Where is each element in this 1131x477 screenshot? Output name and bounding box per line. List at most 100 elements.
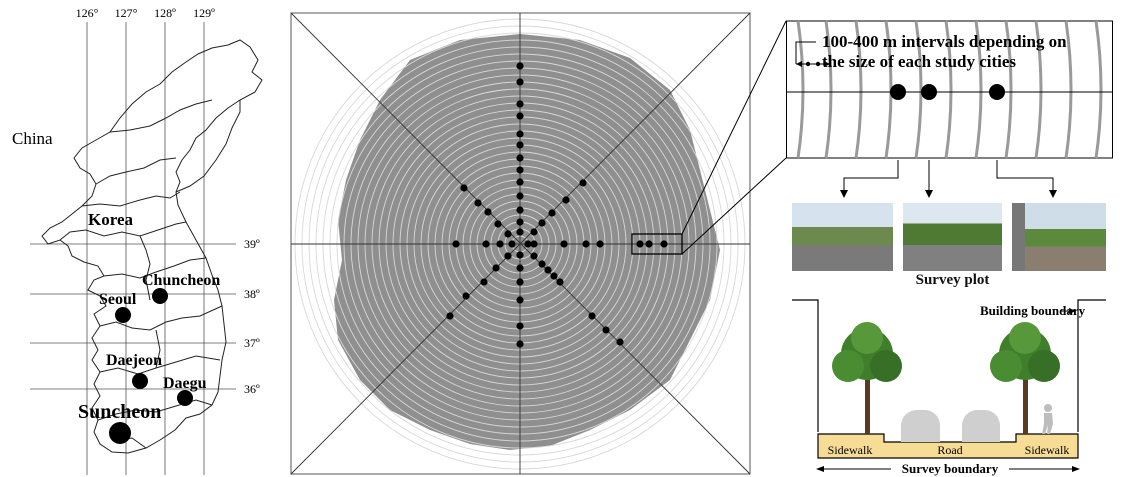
lat-label-37: 37º <box>244 336 260 350</box>
survey-point <box>516 154 524 162</box>
survey-point <box>516 130 524 138</box>
survey-point <box>530 228 538 236</box>
inset-point-1 <box>890 84 906 100</box>
survey-point <box>556 278 564 286</box>
inset-ring-arcs <box>796 20 1103 159</box>
sidewalk-right-label: Sidewalk <box>1025 443 1070 457</box>
survey-point <box>516 264 524 272</box>
survey-point <box>516 251 524 259</box>
ground-profile <box>817 433 1079 459</box>
survey-plot-label: Survey plot <box>915 272 990 288</box>
survey-point <box>516 206 524 214</box>
survey-point <box>482 240 490 248</box>
lon-label-126: 126° <box>76 6 99 20</box>
survey-point <box>560 240 568 248</box>
transect-lines <box>290 12 751 475</box>
city-marker-seoul <box>115 307 131 323</box>
survey-point <box>516 218 524 226</box>
lat-label-36: 36º <box>244 382 260 396</box>
survey-point <box>480 278 488 286</box>
inset-zoom-panel: 100-400 m intervals depending on the siz… <box>786 20 1113 159</box>
car-left-icon <box>901 410 940 442</box>
korea-outline <box>41 39 263 454</box>
survey-point <box>562 196 570 204</box>
survey-point <box>516 166 524 174</box>
survey-point <box>508 240 516 248</box>
survey-point <box>588 312 596 320</box>
city-marker-daejeon <box>132 373 148 389</box>
survey-boundary-label: Survey boundary <box>902 461 999 476</box>
city-label-chuncheon: Chuncheon <box>142 272 220 289</box>
sampling-design-panel <box>290 12 751 475</box>
survey-point <box>494 220 502 228</box>
interval-label-line2: the size of each study cities <box>822 52 1016 71</box>
city-label-seoul: Seoul <box>99 291 137 308</box>
pedestrian-icon <box>1042 404 1053 434</box>
survey-point <box>504 252 512 260</box>
survey-point <box>516 141 524 149</box>
survey-points <box>446 62 668 348</box>
photo-pointer-arrows <box>840 160 1057 198</box>
survey-point <box>516 78 524 86</box>
survey-point <box>530 240 538 248</box>
survey-point <box>516 112 524 120</box>
survey-point <box>538 219 546 227</box>
lat-label-38: 38º <box>244 287 260 301</box>
survey-point <box>582 240 590 248</box>
car-right-icon <box>962 410 1000 442</box>
survey-point <box>602 326 610 334</box>
survey-point <box>616 338 624 346</box>
lat-label-39: 39º <box>244 237 260 251</box>
survey-point <box>596 240 604 248</box>
survey-point <box>636 240 644 248</box>
survey-point <box>516 322 524 330</box>
country-label-china: China <box>12 129 53 148</box>
survey-point <box>645 240 653 248</box>
city-label-daejeon: Daejeon <box>106 352 162 369</box>
survey-point <box>516 192 524 200</box>
survey-point <box>462 292 470 300</box>
survey-point <box>530 252 538 260</box>
survey-point <box>516 228 524 236</box>
city-marker-suncheon <box>109 422 131 444</box>
korea-map-panel: 126° 127° 128º 129º 39º 38º 37º 36º Chin… <box>12 6 263 475</box>
survey-point <box>516 178 524 186</box>
survey-point <box>660 240 668 248</box>
survey-point <box>516 296 524 304</box>
city-label-suncheon: Suncheon <box>78 401 161 423</box>
inset-point-2 <box>921 84 937 100</box>
building-boundary-label: Building boundary <box>980 303 1086 318</box>
inset-point-3 <box>989 84 1005 100</box>
survey-point <box>460 184 468 192</box>
survey-photo-3 <box>1012 203 1106 271</box>
lon-label-128: 128º <box>154 6 176 20</box>
road-label: Road <box>937 443 962 457</box>
country-label-korea: Korea <box>88 210 134 229</box>
survey-photo-1 <box>792 203 893 271</box>
survey-point <box>446 312 454 320</box>
survey-point <box>550 272 558 280</box>
survey-point <box>516 340 524 348</box>
survey-point <box>516 278 524 286</box>
street-cross-section: Building boundary Sidewalk Road Sidewalk… <box>792 299 1106 476</box>
survey-point <box>524 240 532 248</box>
survey-point <box>548 209 556 217</box>
lon-label-129: 129º <box>193 6 215 20</box>
survey-point <box>516 62 524 70</box>
survey-point <box>474 199 482 207</box>
city-label-daegu: Daegu <box>163 375 207 392</box>
survey-point <box>504 230 512 238</box>
lon-label-127: 127° <box>115 6 138 20</box>
tree-right <box>990 322 1060 434</box>
survey-point <box>452 240 460 248</box>
tree-left <box>832 322 902 434</box>
survey-photo-2 <box>903 203 1002 271</box>
interval-label-line1: 100-400 m intervals depending on <box>822 32 1067 51</box>
map-grid <box>30 22 236 475</box>
city-marker-daegu <box>177 390 193 406</box>
city-marker-chuncheon <box>152 288 168 304</box>
survey-point <box>496 240 504 248</box>
survey-point <box>484 208 492 216</box>
survey-point <box>579 179 587 187</box>
survey-point <box>538 260 546 268</box>
